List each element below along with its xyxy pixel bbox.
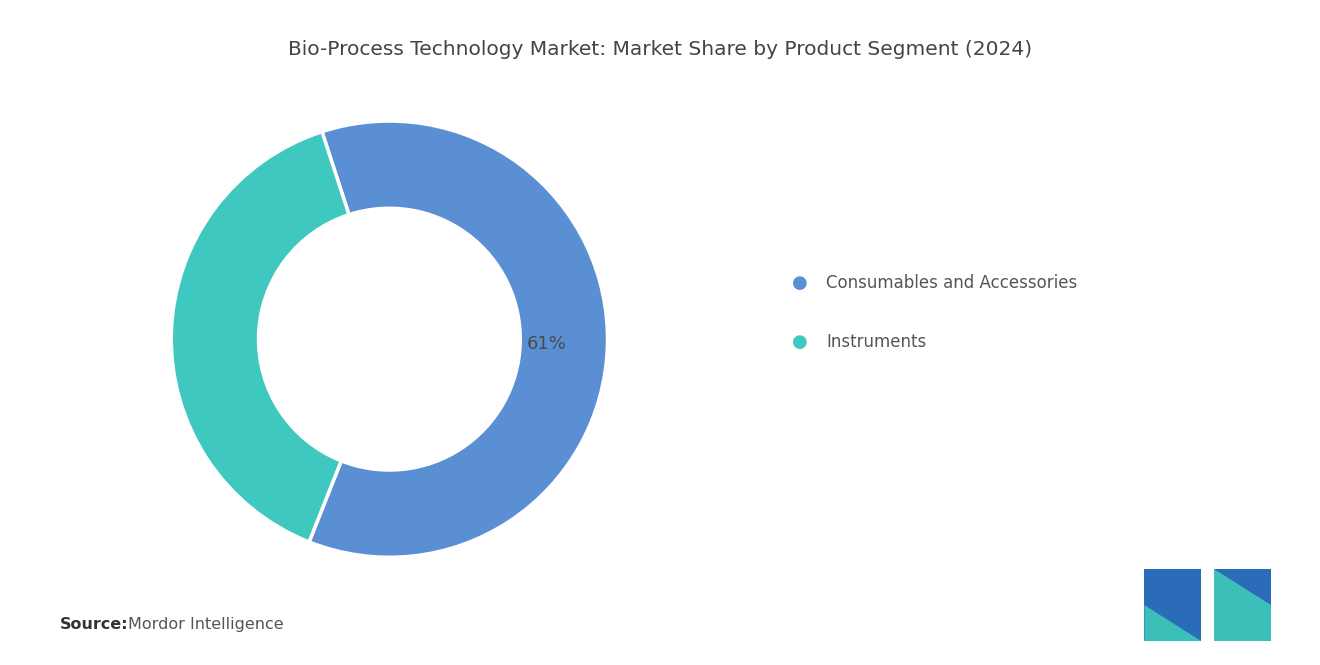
Polygon shape xyxy=(1214,569,1271,605)
Text: Mordor Intelligence: Mordor Intelligence xyxy=(128,616,284,632)
Text: 61%: 61% xyxy=(527,335,566,353)
Polygon shape xyxy=(1214,569,1271,641)
Polygon shape xyxy=(1144,569,1201,641)
Wedge shape xyxy=(172,132,348,542)
Text: ●: ● xyxy=(792,273,808,292)
Text: ●: ● xyxy=(792,333,808,352)
Polygon shape xyxy=(1144,605,1201,641)
Text: Bio-Process Technology Market: Market Share by Product Segment (2024): Bio-Process Technology Market: Market Sh… xyxy=(288,40,1032,59)
Text: Instruments: Instruments xyxy=(826,333,927,352)
Text: Consumables and Accessories: Consumables and Accessories xyxy=(826,273,1077,292)
Wedge shape xyxy=(309,121,607,557)
Text: Source:: Source: xyxy=(59,616,128,632)
